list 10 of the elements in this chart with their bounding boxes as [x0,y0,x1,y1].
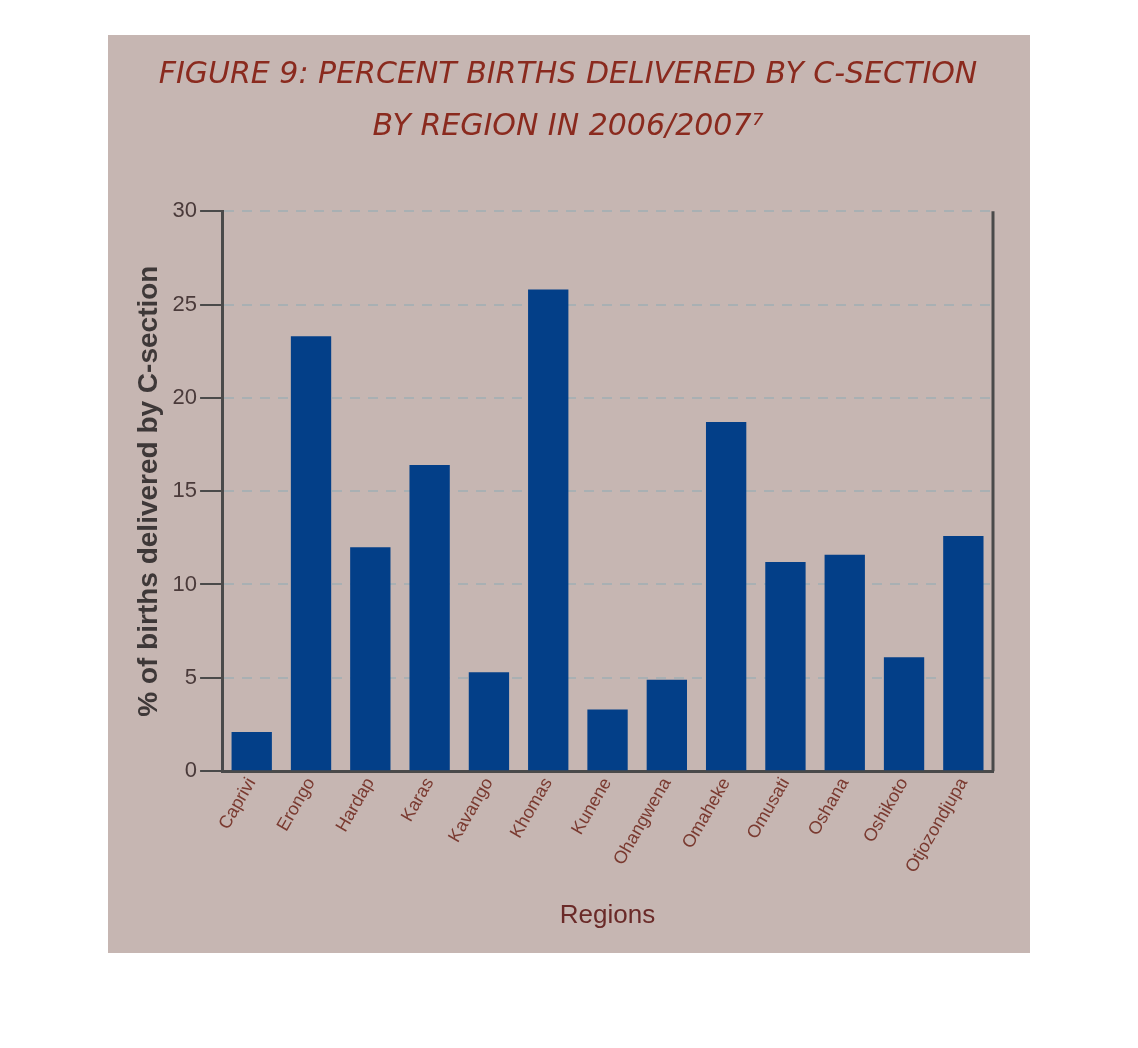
x-axis-title: Regions [559,898,656,929]
y-tick-label: 25 [172,290,198,316]
y-tick-label: 10 [172,570,198,596]
y-tick-label: 0 [184,757,198,783]
y-axis-title: % of births delivered by C-section [131,265,163,717]
y-tick-label: 20 [172,383,198,409]
y-tick-label: 5 [184,663,198,689]
y-tick-label: 15 [172,477,198,503]
chart-title: FIGURE 9: PERCENT BIRTHS DELIVERED BY C-SECTION BY REGION IN 2006/2007⁷ [157,54,979,144]
y-tick-label: 30 [172,197,198,223]
